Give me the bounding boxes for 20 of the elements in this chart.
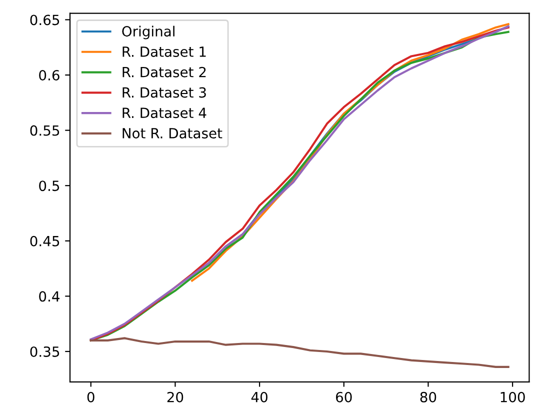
line-series: [90, 337, 510, 368]
x-tick-label: 60: [336, 392, 352, 402]
legend-label: R. Dataset 3: [122, 87, 206, 98]
x-tick-label: 20: [167, 392, 184, 402]
x-tick-label: 80: [420, 392, 436, 402]
legend-label: Not R. Dataset: [122, 128, 222, 138]
x-tick-label: 40: [251, 392, 268, 402]
x-tick-label: 0: [87, 392, 94, 402]
y-tick-label: 0.65: [30, 14, 60, 26]
x-tick-label: 100: [500, 392, 525, 402]
y-tick-label: 0.55: [30, 125, 60, 136]
y-tick-label: 0.4: [39, 291, 60, 302]
y-tick-label: 0.5: [39, 180, 60, 192]
legend-label: R. Dataset 1: [122, 46, 206, 57]
y-tick-label: 0.35: [30, 346, 60, 357]
legend-label: Original: [122, 26, 174, 40]
legend-label: R. Dataset 2: [122, 66, 206, 78]
legend-label: R. Dataset 4: [122, 108, 206, 118]
y-tick-label: 0.6: [39, 70, 60, 80]
y-tick-label: 0.45: [30, 236, 60, 246]
